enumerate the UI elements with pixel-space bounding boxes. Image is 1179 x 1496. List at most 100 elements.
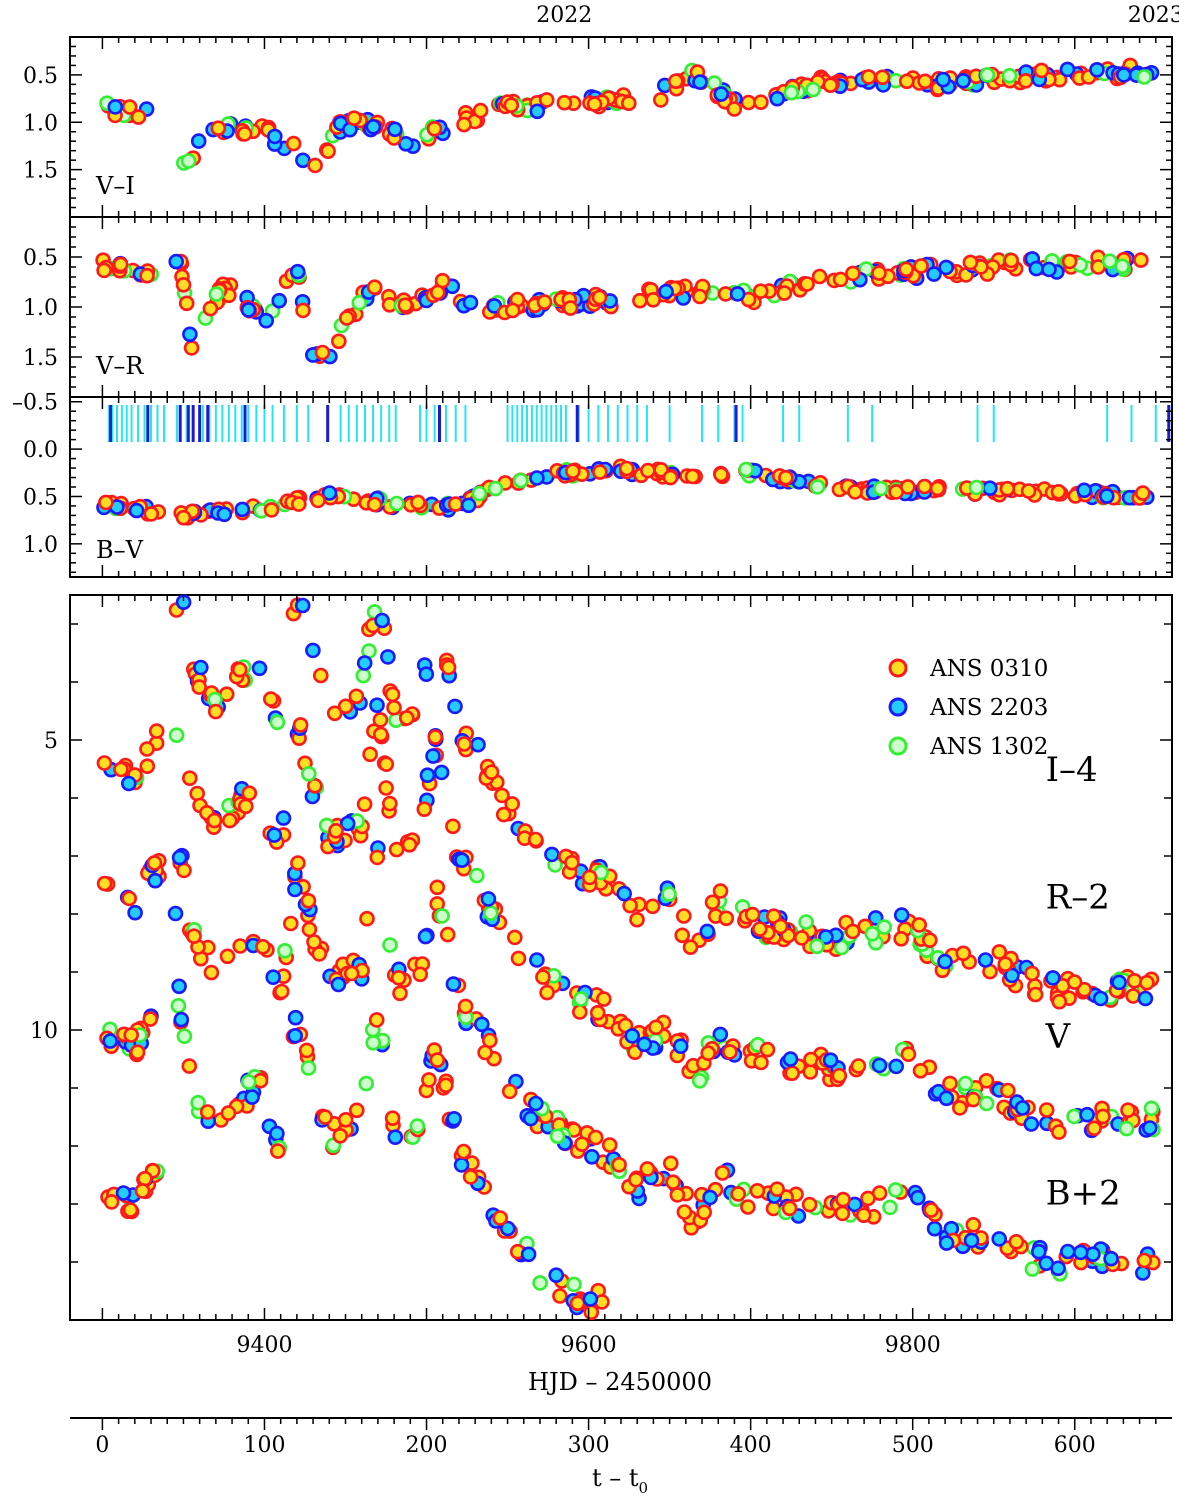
data-point bbox=[962, 254, 979, 271]
data-point bbox=[263, 502, 280, 518]
data-point bbox=[295, 302, 311, 319]
data-point bbox=[173, 1011, 190, 1028]
data-point bbox=[1066, 1108, 1082, 1125]
data-point bbox=[238, 798, 254, 815]
data-point bbox=[447, 496, 464, 512]
data-point bbox=[287, 881, 303, 898]
data-point bbox=[282, 915, 299, 932]
data-point bbox=[275, 810, 292, 826]
data-point bbox=[1031, 1243, 1047, 1260]
data-point bbox=[409, 1118, 426, 1134]
data-point bbox=[611, 1157, 627, 1173]
data-point bbox=[446, 1111, 462, 1127]
data-point bbox=[127, 904, 143, 921]
data-point bbox=[171, 978, 187, 995]
data-point bbox=[401, 836, 418, 853]
bv-tick-label: 0.0 bbox=[23, 438, 58, 463]
data-point bbox=[445, 818, 461, 835]
data-point bbox=[587, 1129, 604, 1146]
data-point bbox=[355, 667, 372, 684]
data-point bbox=[492, 1210, 509, 1226]
data-point bbox=[832, 271, 849, 288]
data-point bbox=[471, 485, 488, 502]
vi-tick-label: 0.5 bbox=[23, 64, 58, 89]
data-point bbox=[900, 1046, 917, 1062]
data-point bbox=[1072, 1244, 1089, 1261]
hjd-tick-label: 9800 bbox=[885, 1333, 941, 1358]
data-point bbox=[285, 135, 302, 152]
data-point bbox=[887, 1182, 904, 1198]
data-point bbox=[538, 92, 555, 108]
data-point bbox=[564, 463, 581, 480]
data-point bbox=[429, 1052, 446, 1068]
bv-tick-label: –0.5 bbox=[12, 391, 58, 416]
data-point bbox=[398, 710, 415, 726]
data-point bbox=[898, 73, 915, 90]
data-point bbox=[312, 667, 329, 684]
data-point bbox=[722, 1044, 738, 1060]
data-point bbox=[566, 1276, 582, 1293]
data-point bbox=[640, 462, 656, 479]
data-point bbox=[504, 302, 521, 319]
data-point bbox=[320, 143, 336, 159]
data-point bbox=[501, 1083, 518, 1100]
data-point bbox=[369, 849, 386, 866]
data-point bbox=[483, 764, 500, 781]
data-point bbox=[186, 928, 202, 945]
data-point bbox=[658, 283, 674, 300]
data-point bbox=[674, 927, 691, 944]
data-point bbox=[916, 478, 933, 495]
data-point bbox=[266, 827, 283, 843]
data-point bbox=[712, 1026, 729, 1043]
data-point bbox=[236, 126, 253, 142]
data-point bbox=[1101, 253, 1118, 270]
data-point bbox=[978, 1095, 995, 1112]
data-point bbox=[512, 472, 529, 489]
data-point bbox=[1118, 1120, 1135, 1137]
data-point bbox=[139, 741, 155, 757]
data-point bbox=[809, 479, 826, 495]
data-point bbox=[529, 952, 545, 968]
data-point bbox=[991, 944, 1008, 960]
data-point bbox=[231, 661, 248, 678]
data-point bbox=[388, 841, 405, 858]
data-point bbox=[963, 1232, 980, 1249]
data-point bbox=[183, 340, 200, 356]
data-point bbox=[453, 1157, 470, 1173]
data-point bbox=[544, 846, 560, 863]
panel-label-v-i: V–I bbox=[95, 172, 135, 200]
data-point bbox=[536, 294, 553, 310]
data-point bbox=[753, 1054, 769, 1071]
data-point bbox=[412, 966, 429, 983]
data-point bbox=[1142, 1120, 1158, 1136]
data-point bbox=[454, 852, 470, 869]
data-point bbox=[569, 1295, 586, 1312]
data-point bbox=[1139, 974, 1155, 991]
data-point bbox=[618, 460, 635, 477]
data-point bbox=[864, 925, 881, 942]
data-point bbox=[397, 297, 414, 314]
data-point bbox=[572, 991, 589, 1007]
data-point bbox=[1066, 974, 1083, 990]
legend-label-ans0310: ANS 0310 bbox=[929, 656, 1048, 682]
data-point bbox=[921, 932, 938, 949]
data-point bbox=[1041, 261, 1057, 278]
data-point bbox=[147, 872, 163, 889]
data-point bbox=[876, 919, 893, 935]
data-point bbox=[781, 1200, 798, 1217]
data-point bbox=[457, 998, 474, 1015]
data-point bbox=[437, 1077, 454, 1094]
data-point bbox=[1095, 1108, 1111, 1125]
data-point bbox=[178, 295, 195, 312]
data-point bbox=[772, 918, 789, 935]
data-point bbox=[287, 1028, 304, 1044]
data-point bbox=[1001, 68, 1018, 84]
legend-label-ans2203: ANS 2203 bbox=[929, 695, 1048, 721]
data-point bbox=[330, 976, 347, 993]
data-point bbox=[798, 914, 814, 930]
data-point bbox=[811, 268, 828, 285]
data-point bbox=[1079, 1106, 1095, 1123]
panel-frame-vr bbox=[69, 216, 1173, 398]
data-point bbox=[207, 703, 224, 720]
